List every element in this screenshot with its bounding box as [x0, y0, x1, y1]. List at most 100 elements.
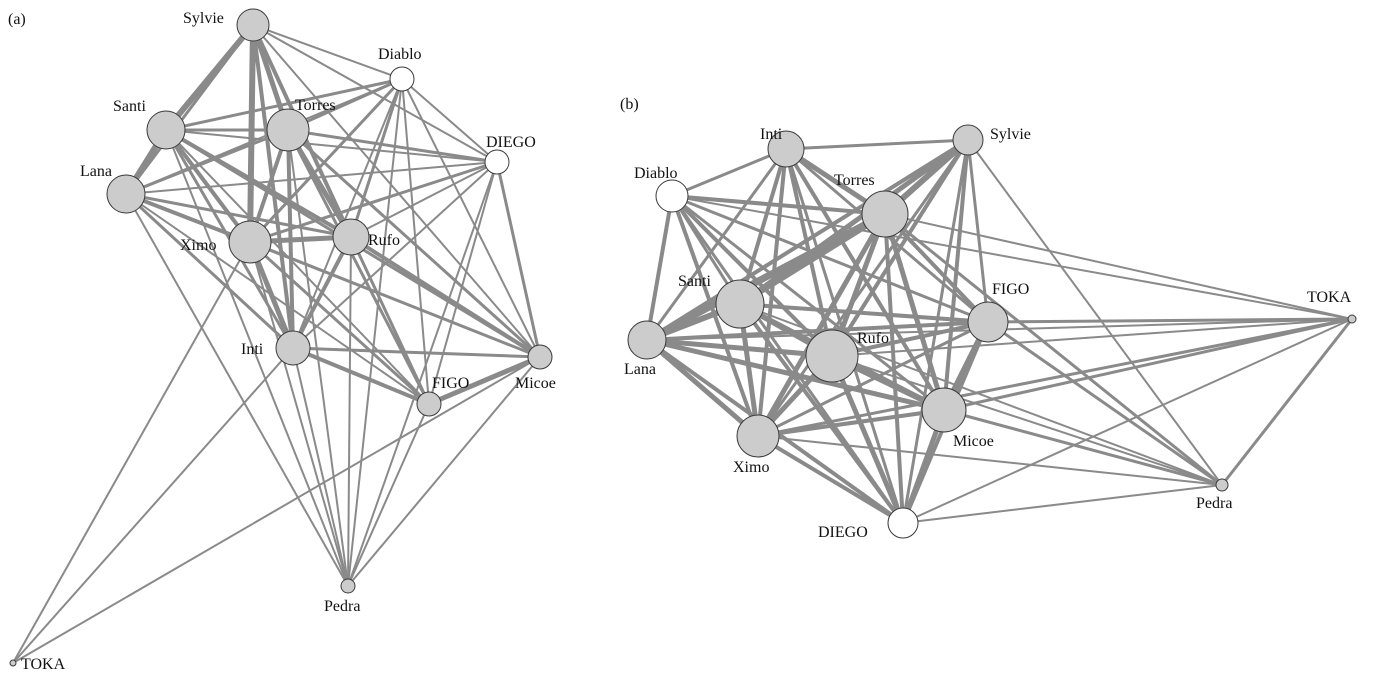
node-rufo [332, 218, 370, 256]
node-figo [967, 301, 1009, 343]
edge-inti-diablo [670, 147, 788, 198]
edge-diablo-figo [401, 78, 430, 405]
node-lana [106, 174, 146, 214]
node-torres [266, 108, 310, 152]
edge-lana-rufo [644, 337, 835, 359]
edge-micoe-toka [942, 317, 1354, 412]
node-toka [9, 659, 17, 667]
edge-rufo-diablo [349, 77, 404, 239]
panel-b-label: (b) [620, 96, 639, 113]
node-label-lana: Lana [80, 163, 112, 180]
edge-diablo-diego [401, 78, 498, 163]
edge-rufo-pedra [347, 236, 352, 587]
edge-lana-rufo [124, 192, 353, 239]
edge-sylvie-santi [737, 137, 971, 307]
node-label-diego: DIEGO [486, 134, 536, 151]
edge-micoe-pedra [347, 356, 541, 587]
edge-inti-micoe [784, 147, 946, 412]
node-label-pedra: Pedra [1196, 495, 1232, 512]
node-ximo [228, 220, 272, 264]
edge-figo-pedra [986, 320, 1224, 487]
edge-inti-diablo [292, 78, 403, 349]
node-label-toka: TOKA [21, 656, 66, 673]
edge-santi-figo [165, 129, 430, 405]
edge-torres-lana [643, 210, 889, 344]
node-santi [146, 110, 186, 150]
edge-ximo-figo [248, 240, 431, 406]
edge-torres-pedra [883, 212, 1224, 487]
edge-santi-diego [165, 129, 498, 163]
edge-lana-ximo [644, 337, 761, 439]
edge-santi-figo [738, 302, 990, 324]
node-label-santi: Santi [678, 273, 711, 290]
edge-diego-pedra [902, 484, 1223, 524]
node-label-rufo: Rufo [368, 232, 400, 249]
edge-lana-micoe [644, 337, 947, 413]
node-toka [1347, 314, 1357, 324]
panel-b-nodes [627, 124, 1357, 539]
edge-inti-figo [291, 346, 431, 406]
edge-lana-inti [124, 192, 295, 350]
edge-ximo-pedra [757, 435, 1223, 486]
node-lana [627, 320, 667, 360]
edge-diego-toka [902, 318, 1353, 524]
node-label-toka: TOKA [1307, 289, 1352, 306]
edge-inti-sylvie [784, 138, 970, 151]
panel-b-edges [643, 137, 1354, 526]
node-diablo [655, 179, 689, 213]
edge-diego-figo [428, 161, 498, 405]
node-diablo [389, 66, 415, 92]
edge-diablo-pedra [347, 78, 403, 587]
node-inti [275, 330, 311, 366]
panel-a-labels: Sylvie Diablo Santi Torres DIEGO Lana Ximo Rufo… [21, 10, 556, 673]
node-label-rufo: Rufo [857, 330, 889, 347]
edge-diablo-lana [645, 194, 674, 342]
node-pedra [340, 578, 356, 594]
node-torres [861, 190, 909, 238]
node-rufo [805, 329, 859, 383]
edge-lana-diablo [125, 78, 403, 195]
edge-micoe-pedra [942, 408, 1224, 487]
edge-micoe-ximo [756, 408, 946, 438]
edge-santi-diablo [164, 77, 404, 132]
node-inti [767, 130, 805, 168]
edge-micoe-figo [426, 354, 543, 407]
edge-ximo-diego [248, 160, 499, 244]
edge-ximo-toka [12, 241, 251, 664]
edge-diablo-figo [670, 194, 990, 324]
node-label-inti: Inti [241, 341, 264, 358]
edge-diego-pedra [347, 161, 498, 587]
node-label-ximo: Ximo [180, 237, 216, 254]
node-label-diego: DIEGO [818, 524, 868, 541]
node-label-sylvie: Sylvie [990, 126, 1031, 143]
edge-diablo-micoe [670, 194, 946, 412]
edge-sylvie-rufo [830, 138, 970, 358]
node-label-pedra: Pedra [324, 598, 360, 615]
edge-toka-pedra [1220, 317, 1354, 487]
edge-ximo-diablo [248, 77, 404, 244]
edge-ximo-micoe [248, 240, 542, 359]
node-pedra [1215, 478, 1229, 492]
edge-figo-pedra [347, 403, 430, 587]
edge-sylvie-diablo [252, 24, 403, 80]
node-diego [484, 149, 510, 175]
node-ximo [736, 414, 780, 458]
edge-diablo-torres [670, 194, 887, 216]
edge-torres-micoe [286, 128, 542, 359]
edge-sylvie-pedra [967, 139, 1223, 486]
edge-santi-diego [738, 302, 905, 525]
node-label-figo: FIGO [432, 375, 469, 392]
edge-ximo-toka [756, 317, 1354, 438]
node-label-micoe: Micoe [953, 433, 994, 450]
edge-lana-figo [125, 193, 430, 405]
node-label-santi: Santi [113, 98, 146, 115]
edge-sylvie-ximo [756, 138, 970, 438]
edge-inti-pedra [292, 347, 349, 587]
edge-inti-micoe [291, 346, 542, 359]
edge-ximo-pedra [249, 241, 349, 587]
edge-sylvie-micoe [252, 24, 541, 358]
panel-b: (b) Inti Sylvie Diablo Torres Santi FIGO TOKA L… [620, 96, 1357, 541]
node-micoe [921, 387, 967, 433]
edge-rufo-diego [350, 161, 498, 238]
